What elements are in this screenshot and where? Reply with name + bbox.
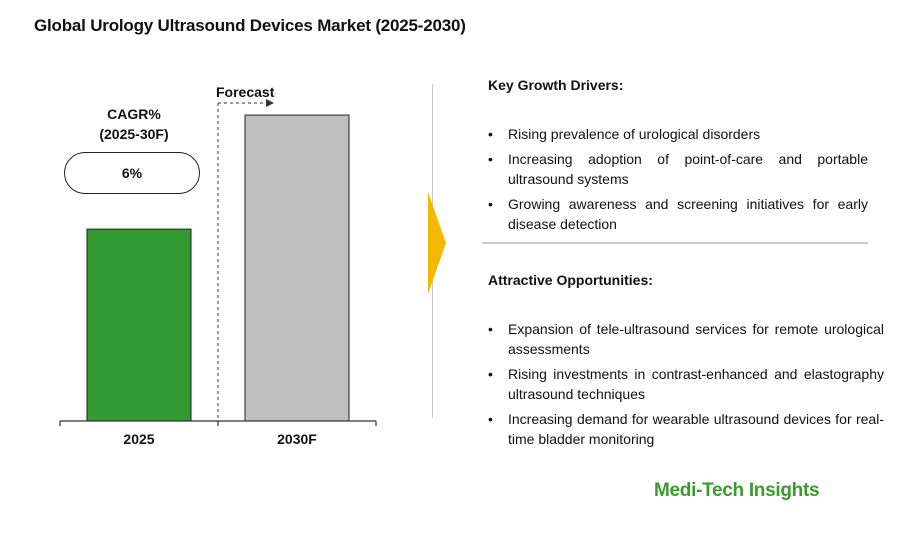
forecast-arrow-head — [266, 99, 274, 107]
list-item: Rising investments in contrast-enhanced … — [488, 364, 884, 404]
drivers-title: Key Growth Drivers: — [488, 77, 624, 93]
list-item: Growing awareness and screening initiati… — [488, 194, 868, 234]
cagr-label-line2: (2025-30F) — [99, 126, 169, 142]
opportunities-title: Attractive Opportunities: — [488, 272, 653, 288]
cagr-value-badge: 6% — [64, 152, 200, 194]
x-tick-label-2025: 2025 — [123, 431, 155, 447]
opportunities-list: Expansion of tele-ultrasound services fo… — [488, 319, 884, 454]
horizontal-divider — [482, 242, 868, 244]
bar-2025 — [86, 228, 192, 422]
chevron-right-icon — [428, 192, 446, 294]
bar-2030f — [244, 114, 350, 422]
forecast-label: Forecast — [216, 84, 275, 100]
chart-title: Global Urology Ultrasound Devices Market… — [34, 16, 466, 35]
list-item: Increasing demand for wearable ultrasoun… — [488, 409, 884, 449]
brand-logo: Medi-Tech Insights — [654, 480, 820, 501]
cagr-value: 6% — [121, 165, 143, 181]
cagr-label-line1: CAGR% — [107, 106, 161, 122]
drivers-list: Rising prevalence of urological disorder… — [488, 124, 868, 239]
x-tick-label-2030f: 2030F — [277, 431, 317, 447]
list-item: Increasing adoption of point-of-care and… — [488, 149, 868, 189]
cagr-label: CAGR% (2025-30F) — [64, 104, 204, 144]
list-item: Expansion of tele-ultrasound services fo… — [488, 319, 884, 359]
list-item: Rising prevalence of urological disorder… — [488, 124, 868, 144]
bars-layer — [86, 114, 350, 422]
